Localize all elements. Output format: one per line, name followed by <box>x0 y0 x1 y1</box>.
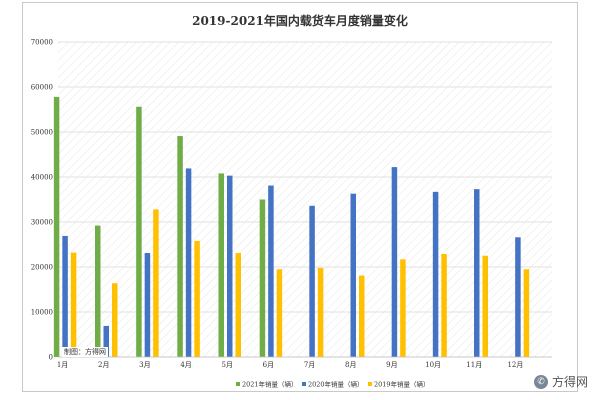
bar-s0-4 <box>218 173 224 357</box>
y-tick-label: 20000 <box>31 264 53 272</box>
x-tick-label: 6月 <box>263 361 274 369</box>
bar-s1-7 <box>350 193 356 357</box>
bar-s2-11 <box>523 269 530 357</box>
bar-s0-2 <box>136 106 142 357</box>
bar-s1-9 <box>432 191 439 357</box>
bar-s2-4 <box>235 253 241 357</box>
bar-s2-1 <box>112 283 118 357</box>
bar-s1-0 <box>62 235 68 357</box>
bar-s2-7 <box>359 275 365 357</box>
bar-s2-6 <box>317 267 324 357</box>
x-tick-label: 10月 <box>425 361 441 369</box>
y-tick-label: 70000 <box>31 39 53 47</box>
bar-s2-2 <box>153 209 159 357</box>
x-tick-label: 5月 <box>222 361 233 369</box>
bar-s1-11 <box>515 237 521 357</box>
y-tick-label: 10000 <box>31 309 53 317</box>
bar-s1-5 <box>268 185 274 357</box>
x-tick-label: 11月 <box>466 361 482 369</box>
y-tick-label: 40000 <box>31 174 53 182</box>
watermark: ✆ 方得网 <box>533 373 588 390</box>
bar-s1-6 <box>309 205 315 357</box>
x-tick-label: 7月 <box>304 361 315 369</box>
wechat-icon: ✆ <box>533 374 548 389</box>
x-tick-label: 3月 <box>139 361 150 369</box>
x-tick-label: 9月 <box>386 361 397 369</box>
legend-label-2: 2019年销量（辆） <box>374 380 430 389</box>
watermark-text: 方得网 <box>551 375 588 389</box>
bar-s2-10 <box>482 255 488 357</box>
x-tick-label: 1月 <box>57 361 68 369</box>
bar-s0-1 <box>95 225 101 357</box>
bar-s1-2 <box>144 253 151 357</box>
legend-swatch-0 <box>236 382 240 386</box>
y-tick-label: 50000 <box>31 129 53 137</box>
legend-swatch-1 <box>302 382 306 386</box>
legend-label-0: 2021年销量（辆） <box>242 380 298 389</box>
bar-s1-1 <box>103 325 109 357</box>
y-tick-label: 0 <box>49 354 53 362</box>
y-tick-label: 30000 <box>31 219 53 227</box>
bar-s1-10 <box>474 189 480 357</box>
bar-s0-3 <box>177 136 183 357</box>
x-tick-label: 2月 <box>98 361 109 369</box>
legend-swatch-2 <box>368 382 372 386</box>
bar-s1-8 <box>391 167 398 357</box>
chart-title: 2019-2021年国内载货车月度销量变化 <box>192 14 408 28</box>
x-tick-label: 8月 <box>345 361 356 369</box>
bar-s1-4 <box>227 175 233 357</box>
bar-s2-0 <box>70 252 77 357</box>
bar-s2-3 <box>194 240 200 357</box>
bar-s0-0 <box>53 96 60 358</box>
legend-label-1: 2020年销量（辆） <box>308 380 364 389</box>
bar-s2-9 <box>441 253 447 357</box>
bar-s2-5 <box>276 269 283 357</box>
y-tick-label: 60000 <box>31 84 53 92</box>
bar-s1-3 <box>185 168 192 357</box>
bar-s2-8 <box>400 259 406 357</box>
x-tick-label: 12月 <box>507 361 523 369</box>
bar-s0-5 <box>259 199 266 357</box>
x-tick-label: 4月 <box>180 361 191 369</box>
chart-credit: 制图：方得网 <box>62 347 108 357</box>
